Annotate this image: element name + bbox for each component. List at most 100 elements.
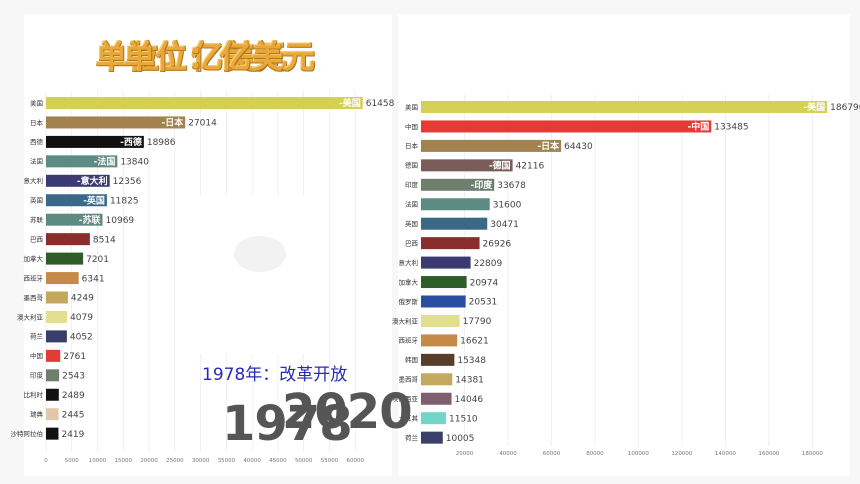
bar-tag-0-5: -英国 [83,194,105,206]
bar-0-16 [46,408,59,421]
bar-1-9 [421,276,467,289]
value-label-0-13: 2761 [63,352,86,362]
tick-label-0-2: 10000 [89,458,107,464]
bar-0-10 [46,291,68,304]
category-label-0-9: 西班牙 [24,273,44,282]
value-label-1-7: 26926 [483,239,512,249]
tick-label-1-5: 120000 [671,451,692,457]
bar-1-11 [421,314,460,327]
category-label-0-14: 印度 [30,371,44,380]
year-label-left: 1978 [222,396,353,452]
category-label-1-17: 荷兰 [405,433,419,442]
value-label-0-10: 4249 [71,294,94,304]
bar-tag-0-3: -法国 [94,156,116,168]
bar-1-17 [421,431,443,444]
bar-tag-1-2: -日本 [537,140,560,152]
category-label-1-7: 巴西 [405,239,419,247]
value-label-0-7: 8514 [93,235,116,245]
category-label-0-13: 中国 [30,351,43,360]
bar-1-13 [421,353,455,366]
value-label-0-11: 4079 [70,313,93,323]
bar-tag-1-0: -美国 [803,101,825,113]
tick-label-0-8: 40000 [243,458,261,464]
bar-0-0 [46,97,363,109]
value-label-1-4: 33678 [497,181,526,191]
category-label-0-16: 瑞典 [30,410,44,419]
category-label-1-12: 西班牙 [399,336,419,345]
value-label-0-0: 61458 [366,99,395,109]
category-label-0-11: 澳大利亚 [17,312,44,321]
tick-label-0-11: 55000 [321,458,339,464]
bar-0-2 [46,135,144,148]
tick-label-0-5: 25000 [166,458,184,464]
bar-1-12 [421,334,458,347]
unit-title-right: 单位：亿美元 [124,40,316,76]
value-label-0-5: 11825 [110,196,139,206]
category-label-0-3: 法国 [30,157,43,166]
tick-label-0-4: 20000 [140,458,158,464]
bar-0-7 [46,233,90,246]
tick-label-1-3: 80000 [586,451,604,457]
bar-tag-1-3: -德国 [489,160,511,172]
value-label-1-3: 42116 [516,162,545,172]
bar-0-6 [46,213,103,226]
category-label-0-5: 英国 [30,196,43,205]
value-label-0-17: 2419 [61,430,84,440]
value-label-0-1: 27014 [188,119,217,129]
tick-label-1-6: 140000 [715,451,736,457]
value-label-1-12: 16621 [460,337,489,347]
bar-1-16 [421,412,447,425]
bar-1-7 [421,237,480,250]
value-label-1-14: 14381 [455,376,484,386]
bar-1-8 [421,256,471,269]
category-label-0-15: 比利时 [24,390,44,399]
category-label-1-11: 澳大利亚 [392,316,419,325]
tick-label-1-8: 180000 [802,451,823,457]
bar-1-0 [421,101,828,113]
value-label-1-0: 186796 [830,103,860,113]
tick-label-0-9: 45000 [269,458,287,464]
bar-0-14 [46,369,60,382]
bar-tag-0-0: -美国 [339,97,361,109]
bar-0-9 [46,272,79,285]
value-label-0-12: 4052 [70,333,93,343]
tick-label-1-2: 60000 [543,451,561,457]
bar-1-5 [421,198,490,211]
category-label-0-1: 日本 [30,118,44,127]
tick-label-0-6: 30000 [192,458,210,464]
tick-label-0-1: 5000 [65,458,79,464]
value-label-1-8: 22809 [474,259,503,269]
bar-0-3 [46,155,118,168]
bar-tag-0-6: -苏联 [79,214,102,226]
category-label-1-5: 法国 [405,200,418,209]
value-label-1-15: 14046 [455,395,484,405]
annotation-reform: 1978年：改革开放 [202,365,348,385]
bar-tag-0-1: -日本 [161,117,184,129]
video-overlay-box [198,196,324,354]
value-label-1-5: 31600 [493,200,522,210]
category-label-0-7: 巴西 [30,235,44,243]
bar-1-15 [421,392,452,405]
bar-tag-0-4: -意大利 [77,175,108,187]
bar-1-4 [421,178,495,191]
category-label-1-13: 韩国 [405,355,418,364]
bar-0-4 [46,174,110,187]
category-label-0-0: 美国 [30,98,43,107]
value-label-1-9: 20974 [470,278,499,288]
bar-0-8 [46,252,84,265]
category-label-1-4: 印度 [405,180,419,189]
bar-0-5 [46,194,107,207]
value-label-0-8: 7201 [86,255,109,265]
bar-1-6 [421,217,488,230]
category-label-0-4: 意大利 [24,176,44,185]
bar-0-13 [46,349,61,362]
value-label-1-10: 20531 [469,298,498,308]
value-label-1-6: 30471 [490,220,519,230]
value-label-1-13: 15348 [457,356,486,366]
value-label-0-16: 2445 [62,410,85,420]
value-label-0-3: 13840 [120,158,149,168]
value-label-0-9: 6341 [82,274,105,284]
value-label-0-6: 10969 [106,216,135,226]
bar-0-15 [46,388,59,401]
